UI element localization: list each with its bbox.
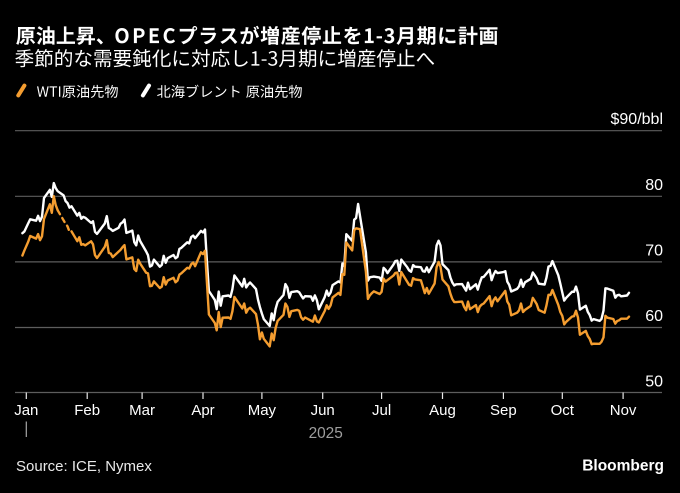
svg-text:Bloomberg: Bloomberg <box>582 458 664 475</box>
svg-text:Jul: Jul <box>372 402 391 419</box>
svg-text:Mar: Mar <box>129 402 155 419</box>
svg-text:Oct: Oct <box>551 402 575 419</box>
svg-text:Jun: Jun <box>311 402 335 419</box>
svg-text:May: May <box>248 402 277 419</box>
svg-text:Sep: Sep <box>490 402 517 419</box>
svg-text:Aug: Aug <box>429 402 456 419</box>
svg-text:2025: 2025 <box>309 425 343 442</box>
svg-text:60: 60 <box>645 308 663 325</box>
svg-text:Apr: Apr <box>191 402 214 419</box>
svg-text:50: 50 <box>645 374 663 391</box>
svg-text:Nov: Nov <box>610 402 637 419</box>
svg-text:Feb: Feb <box>74 402 100 419</box>
svg-text:80: 80 <box>645 177 663 194</box>
svg-text:Jan: Jan <box>14 402 38 419</box>
svg-text:Source: ICE, Nymex: Source: ICE, Nymex <box>16 458 152 475</box>
svg-text:$90/bbl: $90/bbl <box>611 111 664 128</box>
svg-text:70: 70 <box>645 243 663 260</box>
